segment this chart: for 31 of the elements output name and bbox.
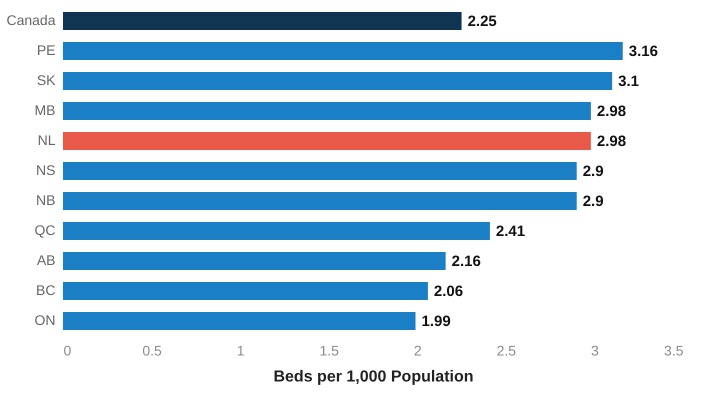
y-tick-label: MB	[34, 102, 56, 118]
x-axis-title: Beds per 1,000 Population	[273, 368, 474, 386]
x-tick-label: 0	[64, 342, 72, 358]
data-label: 2.41	[496, 223, 526, 240]
data-label: 2.16	[452, 253, 481, 270]
data-label: 2.25	[468, 13, 497, 30]
y-tick-label: NL	[38, 132, 56, 148]
y-tick-label: SK	[36, 72, 56, 88]
y-tick-label: PE	[36, 42, 56, 58]
data-label: 2.98	[596, 103, 626, 120]
y-tick-label: BC	[36, 282, 56, 298]
y-tick-label: NB	[36, 192, 56, 208]
data-label: 2.9	[582, 193, 604, 210]
x-tick-label: 3.5	[664, 342, 684, 358]
x-tick-label: 1	[236, 342, 245, 358]
y-tick-label: ON	[34, 312, 56, 328]
y-tick-label: QC	[34, 222, 56, 238]
data-label: 1.99	[422, 313, 451, 330]
x-tick-label: 2	[414, 342, 422, 358]
data-label: 2.06	[434, 283, 464, 300]
x-tick-label: 1.5	[319, 342, 340, 358]
data-label: 2.9	[582, 163, 604, 180]
x-tick-label: 0.5	[142, 342, 162, 358]
y-tick-label: NS	[36, 162, 56, 178]
x-tick-label: 3	[591, 342, 600, 358]
x-tick-label: 2.5	[496, 342, 516, 358]
data-label: 2.98	[596, 133, 626, 150]
data-label: 3.1	[618, 73, 639, 90]
y-tick-label: AB	[36, 252, 56, 268]
data-label: 3.16	[628, 43, 658, 60]
y-tick-label: Canada	[6, 12, 56, 28]
